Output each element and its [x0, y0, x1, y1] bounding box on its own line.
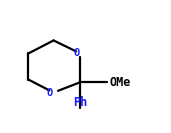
Text: OMe: OMe	[109, 76, 130, 89]
Text: Ph: Ph	[73, 96, 88, 109]
Text: O: O	[74, 48, 80, 59]
Text: O: O	[46, 88, 52, 97]
